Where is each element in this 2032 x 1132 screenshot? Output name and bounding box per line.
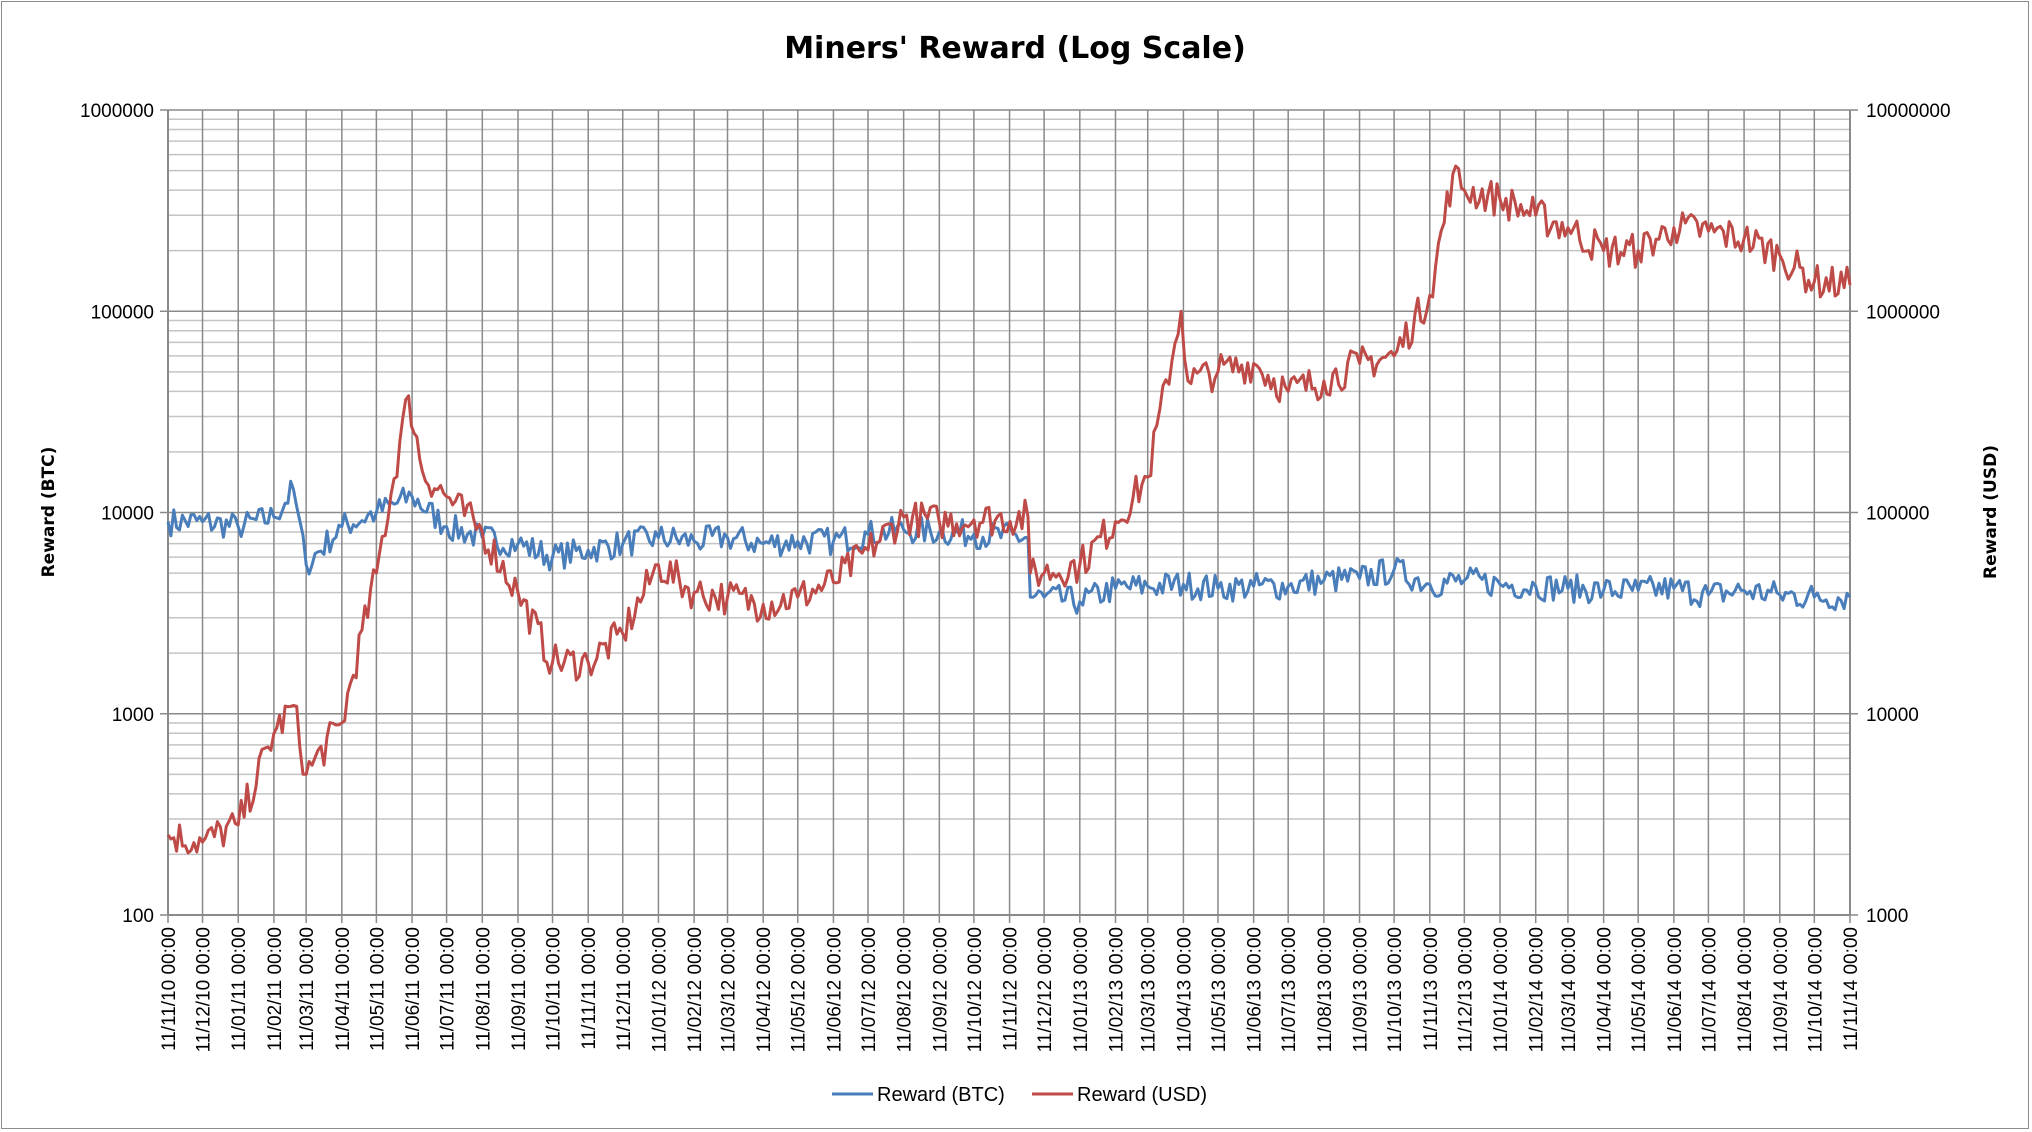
x-tick-label: 11/04/14 00:00 [1595, 927, 1616, 1052]
x-tick-label: 11/11/13 00:00 [1421, 927, 1442, 1051]
y-tick-label-left: 1000000 [80, 101, 154, 122]
y-axis-title-left: Reward (BTC) [39, 447, 59, 578]
x-tick-label: 11/02/12 00:00 [685, 927, 706, 1052]
axes: 100 1000 10000 100000 1000000 1000 10000 100000… [80, 101, 1951, 1052]
x-tick-label: 11/01/13 00:00 [1071, 927, 1092, 1052]
x-tick-label: 11/07/11 00:00 [438, 927, 459, 1051]
y-tick-label-right: 1000 [1866, 906, 1908, 927]
x-tick-label: 11/05/11 00:00 [367, 927, 388, 1051]
y-tick-label-left: 100 [122, 906, 154, 927]
x-tick-label: 11/10/11 00:00 [544, 927, 565, 1051]
y-tick-label-left: 10000 [101, 504, 154, 525]
y-tick-label-right: 10000 [1866, 705, 1919, 726]
legend-label-usd: Reward (USD) [1077, 1084, 1207, 1106]
x-tick-label: 11/08/11 00:00 [473, 927, 494, 1051]
x-tick-label: 11/09/14 00:00 [1771, 927, 1792, 1052]
x-tick-label: 11/03/11 00:00 [297, 927, 318, 1051]
chart-title: Miners' Reward (Log Scale) [784, 31, 1246, 66]
y-tick-label-right: 10000000 [1866, 101, 1951, 122]
x-tick-label: 11/11/14 00:00 [1841, 927, 1862, 1051]
x-tick-label: 11/11/12 00:00 [1001, 927, 1022, 1051]
legend: Reward (BTC) Reward (USD) [832, 1084, 1207, 1106]
x-tick-label: 11/06/13 00:00 [1245, 927, 1266, 1052]
x-tick-label: 11/06/14 00:00 [1665, 927, 1686, 1052]
y-tick-label-right: 100000 [1866, 504, 1929, 525]
x-tick-label: 11/10/13 00:00 [1385, 927, 1406, 1052]
y-tick-label-right: 1000000 [1866, 302, 1940, 323]
series-line-usd [166, 164, 1852, 855]
x-tick-label: 11/07/13 00:00 [1279, 927, 1300, 1052]
x-tick-label: 11/09/13 00:00 [1351, 927, 1372, 1052]
x-tick-label: 11/11/11 00:00 [579, 927, 600, 1050]
x-tick-label: 11/01/12 00:00 [649, 927, 670, 1052]
x-tick-label: 11/11/10 00:00 [159, 927, 180, 1051]
x-tick-label: 11/12/10 00:00 [194, 927, 215, 1052]
x-tick-label: 11/12/12 00:00 [1035, 927, 1056, 1052]
series-lines [166, 164, 1852, 855]
x-tick-label: 11/05/12 00:00 [789, 927, 810, 1052]
x-tick-label: 11/03/13 00:00 [1139, 927, 1160, 1052]
y-tick-label-left: 100000 [91, 302, 154, 323]
x-tick-label: 11/03/12 00:00 [719, 927, 740, 1052]
y-axis-title-right: Reward (USD) [1981, 445, 2001, 579]
x-tick-label: 11/12/11 00:00 [614, 927, 635, 1051]
x-tick-label: 11/02/11 00:00 [265, 927, 286, 1051]
x-tick-label: 11/08/13 00:00 [1315, 927, 1336, 1052]
x-tick-label: 11/04/13 00:00 [1174, 927, 1195, 1052]
x-tick-label: 11/05/14 00:00 [1629, 927, 1650, 1052]
x-tick-label: 11/04/11 00:00 [333, 927, 354, 1051]
gridlines [160, 109, 1858, 923]
legend-label-btc: Reward (BTC) [877, 1084, 1005, 1106]
x-tick-label: 11/05/13 00:00 [1209, 927, 1230, 1052]
x-tick-label: 11/03/14 00:00 [1559, 927, 1580, 1052]
x-tick-label: 11/12/13 00:00 [1455, 927, 1476, 1052]
x-tick-label: 11/01/11 00:00 [229, 927, 250, 1051]
x-tick-label: 11/10/14 00:00 [1805, 927, 1826, 1052]
x-tick-label: 11/10/12 00:00 [965, 927, 986, 1052]
x-tick-label: 11/07/12 00:00 [859, 927, 880, 1052]
x-tick-label: 11/06/12 00:00 [824, 927, 845, 1052]
x-tick-label: 11/07/14 00:00 [1699, 927, 1720, 1052]
x-tick-label: 11/08/12 00:00 [895, 927, 916, 1052]
x-tick-label: 11/09/11 00:00 [509, 927, 530, 1051]
x-tick-label: 11/08/14 00:00 [1735, 927, 1756, 1052]
x-tick-label: 11/04/12 00:00 [754, 927, 775, 1052]
y-tick-label-left: 1000 [112, 705, 154, 726]
x-tick-label: 11/09/12 00:00 [930, 927, 951, 1052]
x-tick-label: 11/01/14 00:00 [1491, 927, 1512, 1052]
x-tick-label: 11/02/13 00:00 [1106, 927, 1127, 1052]
x-tick-label: 11/06/11 00:00 [403, 927, 424, 1051]
x-tick-label: 11/02/14 00:00 [1527, 927, 1548, 1052]
